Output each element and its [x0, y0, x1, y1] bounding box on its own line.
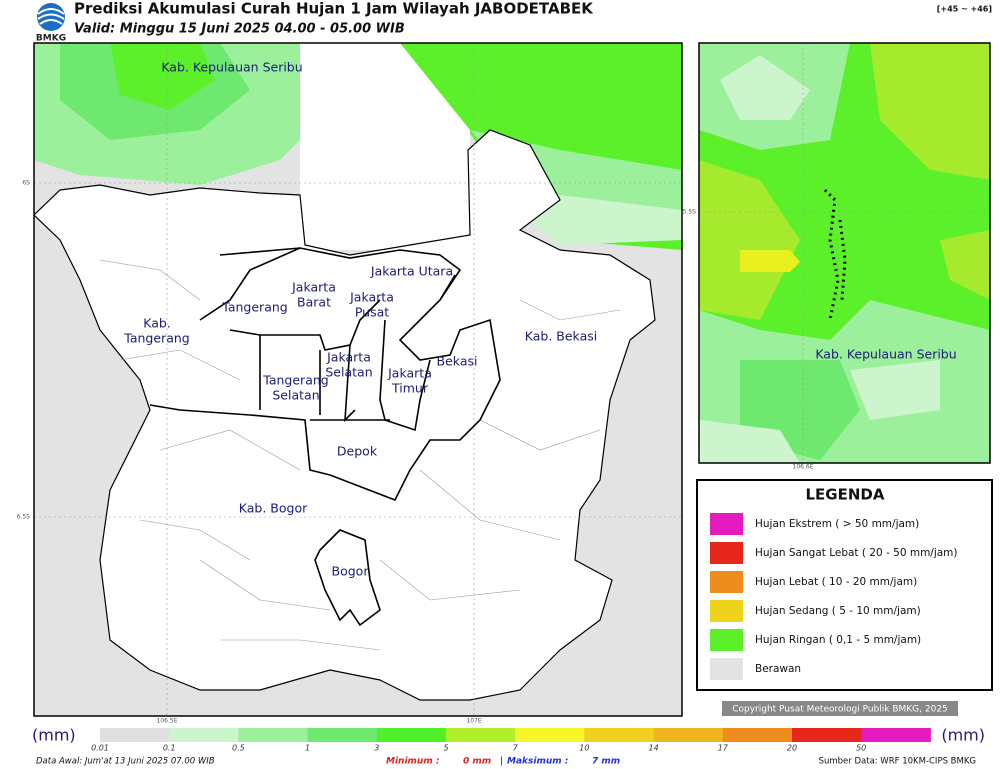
logo-text: BMKG	[36, 34, 66, 44]
region-label: Kab. Bekasi	[525, 329, 597, 344]
legend-swatch	[710, 629, 743, 651]
max-label: Maksimum :	[507, 757, 568, 767]
legend-title: LEGENDA	[806, 486, 885, 504]
legend-swatch	[710, 571, 743, 593]
region-label: Jakarta Utara	[370, 264, 453, 279]
region-label: Jakarta	[326, 350, 371, 365]
lat-tick: 6.5S	[17, 514, 31, 521]
unit-left: (mm)	[32, 726, 76, 745]
colorbar-label: 50	[856, 744, 866, 753]
legend-label: Hujan Lebat ( 10 - 20 mm/jam)	[755, 576, 917, 588]
colorbar-segment	[861, 728, 931, 742]
valid-time: Valid: Minggu 15 Juni 2025 04.00 - 05.00…	[74, 22, 405, 37]
title: Prediksi Akumulasi Curah Hujan 1 Jam Wil…	[74, 0, 594, 18]
code: [+45 ~ +46]	[937, 5, 992, 14]
region-label: Timur	[391, 381, 429, 396]
region-label: Tangerang	[262, 373, 328, 388]
inset-frame	[698, 42, 991, 464]
colorbar-label: 7	[513, 744, 519, 753]
region-label: Kab. Bogor	[239, 501, 308, 516]
colorbar-segment	[100, 728, 170, 742]
lat-tick: 5.5S	[683, 209, 697, 216]
copyright: Copyright Pusat Meteorologi Publik BMKG,…	[732, 705, 948, 715]
colorbar-segment	[653, 728, 724, 742]
colorbar-label: 5	[443, 744, 448, 753]
min-value: 0 mm	[463, 757, 491, 767]
legend-label: Hujan Ringan ( 0,1 - 5 mm/jam)	[755, 634, 921, 646]
region-label: Kab.	[143, 316, 171, 331]
colorbar-segment	[792, 728, 862, 742]
legend-items: Hujan Ekstrem ( > 50 mm/jam) Hujan Sangat…	[710, 513, 958, 680]
colorbar-segment	[722, 728, 793, 742]
logo: BMKG	[36, 3, 66, 44]
separator: |	[500, 757, 503, 767]
colorbar-segment	[515, 728, 585, 742]
main-map	[34, 43, 682, 716]
region-label: Jakarta	[291, 280, 336, 295]
legend-swatch	[710, 542, 743, 564]
colorbar-label: 14	[649, 744, 659, 753]
colorbar-segment	[307, 728, 378, 742]
inset-label: Kab. Kepulauan Seribu	[815, 347, 956, 362]
inset-map	[699, 43, 990, 463]
colorbar-segment	[584, 728, 655, 742]
region-label: Selatan	[325, 365, 372, 380]
legend-swatch	[710, 658, 743, 680]
colorbar-label: 0.5	[232, 744, 245, 753]
colorbar-label: 1	[305, 744, 310, 753]
region-label: Depok	[337, 444, 378, 459]
region-label: Bogor	[332, 564, 370, 579]
region-label: Selatan	[272, 388, 319, 403]
colorbar-label: 3	[374, 744, 379, 753]
legend-swatch	[710, 513, 743, 535]
source: Sumber Data: WRF 10KM-CIPS BMKG	[819, 757, 976, 767]
colorbar-segment	[169, 728, 239, 742]
colorbar-label: 0.1	[163, 744, 176, 753]
colorbar-segment	[376, 728, 447, 742]
legend-label: Hujan Sedang ( 5 - 10 mm/jam)	[755, 605, 921, 617]
min-label: Minimum :	[386, 757, 439, 767]
region-label: Pusat	[355, 305, 389, 320]
region-label: Jakarta	[349, 290, 394, 305]
region-label: Tangerang	[221, 300, 287, 315]
data-awal: Data Awal: Jum'at 13 Juni 2025 07.00 WIB	[36, 757, 215, 767]
legend-label: Berawan	[755, 663, 801, 675]
region-label: Bekasi	[437, 354, 478, 369]
colorbar-label: 10	[579, 744, 589, 753]
unit-right: (mm)	[941, 726, 985, 745]
colorbar-label: 0.01	[91, 744, 109, 753]
region-label: Jakarta	[387, 366, 432, 381]
lon-tick: 106.5E	[157, 718, 178, 725]
region-label: Tangerang	[123, 331, 189, 346]
legend-box	[696, 479, 993, 691]
colorbar-segment	[238, 728, 309, 742]
region-labels: Kab. Kepulauan Seribu Jakarta Utara Jakart…	[123, 60, 597, 579]
main-map-frame	[33, 42, 683, 717]
colorbar: 0.01 0.1 0.5 1 3 5 7 10 14 17 20 50	[91, 728, 931, 753]
lat-tick: 6S	[22, 180, 30, 187]
colorbar-label: 17	[718, 744, 729, 753]
max-value: 7 mm	[592, 757, 620, 767]
lon-tick: 107E	[466, 718, 481, 725]
colorbar-label: 20	[787, 744, 797, 753]
copyright-bg	[722, 701, 958, 716]
region-label: Barat	[297, 295, 331, 310]
legend-label: Hujan Ekstrem ( > 50 mm/jam)	[755, 518, 919, 530]
colorbar-segment	[446, 728, 516, 742]
legend-label: Hujan Sangat Lebat ( 20 - 50 mm/jam)	[755, 547, 958, 559]
legend-swatch	[710, 600, 743, 622]
region-label: Kab. Kepulauan Seribu	[161, 60, 302, 75]
lon-tick: 106.6E	[793, 464, 814, 471]
